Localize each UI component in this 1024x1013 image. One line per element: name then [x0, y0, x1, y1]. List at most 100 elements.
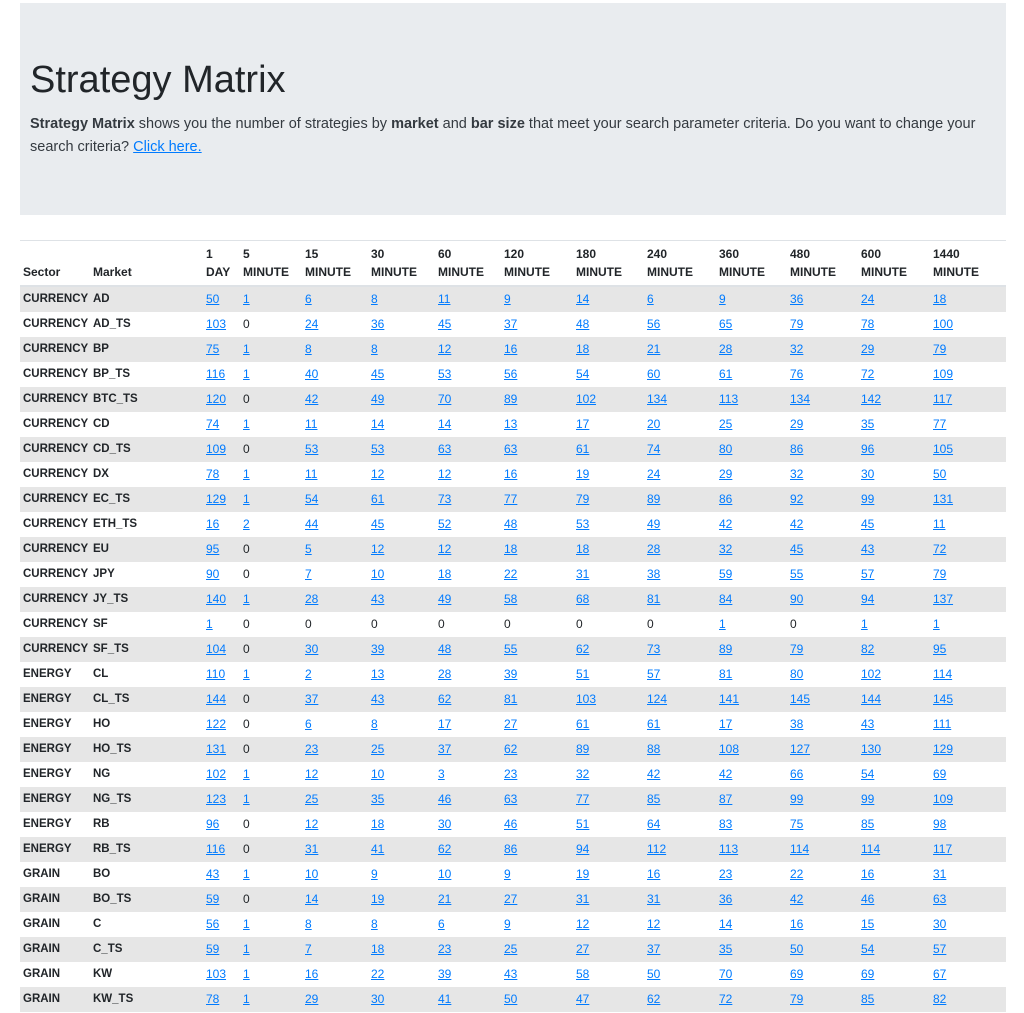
count-link[interactable]: 20 — [647, 417, 661, 431]
count-link[interactable]: 72 — [933, 542, 947, 556]
count-link[interactable]: 1 — [243, 367, 250, 381]
count-link[interactable]: 16 — [861, 867, 875, 881]
count-link[interactable]: 28 — [438, 667, 452, 681]
count-link[interactable]: 73 — [647, 642, 661, 656]
count-link[interactable]: 12 — [305, 817, 319, 831]
count-link[interactable]: 23 — [438, 942, 452, 956]
count-link[interactable]: 61 — [647, 717, 661, 731]
count-link[interactable]: 14 — [719, 917, 733, 931]
count-link[interactable]: 83 — [719, 817, 733, 831]
count-link[interactable]: 90 — [790, 592, 804, 606]
count-link[interactable]: 9 — [504, 917, 511, 931]
count-link[interactable]: 9 — [504, 867, 511, 881]
count-link[interactable]: 16 — [305, 967, 319, 981]
count-link[interactable]: 61 — [371, 492, 385, 506]
count-link[interactable]: 22 — [371, 967, 385, 981]
count-link[interactable]: 134 — [647, 392, 668, 406]
count-link[interactable]: 58 — [576, 967, 590, 981]
count-link[interactable]: 8 — [305, 342, 312, 356]
count-link[interactable]: 52 — [438, 517, 452, 531]
count-link[interactable]: 1 — [861, 617, 868, 631]
count-link[interactable]: 95 — [933, 642, 947, 656]
count-link[interactable]: 116 — [206, 842, 226, 856]
count-link[interactable]: 29 — [861, 342, 875, 356]
count-link[interactable]: 74 — [206, 417, 220, 431]
count-link[interactable]: 114 — [861, 842, 881, 856]
count-link[interactable]: 49 — [371, 392, 385, 406]
count-link[interactable]: 42 — [647, 767, 661, 781]
count-link[interactable]: 63 — [504, 442, 518, 456]
count-link[interactable]: 79 — [576, 492, 590, 506]
count-link[interactable]: 30 — [438, 817, 452, 831]
count-link[interactable]: 104 — [206, 642, 227, 656]
count-link[interactable]: 144 — [206, 692, 227, 706]
count-link[interactable]: 79 — [933, 567, 947, 581]
count-link[interactable]: 10 — [371, 767, 385, 781]
count-link[interactable]: 123 — [206, 792, 227, 806]
count-link[interactable]: 27 — [504, 717, 518, 731]
count-link[interactable]: 39 — [438, 967, 452, 981]
count-link[interactable]: 2 — [305, 667, 312, 681]
count-link[interactable]: 12 — [576, 917, 590, 931]
count-link[interactable]: 42 — [305, 392, 319, 406]
count-link[interactable]: 5 — [305, 542, 312, 556]
count-link[interactable]: 6 — [647, 292, 654, 306]
count-link[interactable]: 3 — [438, 767, 445, 781]
count-link[interactable]: 89 — [647, 492, 661, 506]
count-link[interactable]: 78 — [206, 992, 220, 1006]
count-link[interactable]: 73 — [438, 492, 452, 506]
count-link[interactable]: 23 — [305, 742, 319, 756]
count-link[interactable]: 28 — [719, 342, 733, 356]
count-link[interactable]: 53 — [371, 442, 385, 456]
count-link[interactable]: 18 — [371, 942, 385, 956]
count-link[interactable]: 59 — [206, 942, 220, 956]
count-link[interactable]: 17 — [719, 717, 733, 731]
count-link[interactable]: 1 — [243, 292, 250, 306]
count-link[interactable]: 19 — [576, 467, 590, 481]
count-link[interactable]: 27 — [504, 892, 518, 906]
count-link[interactable]: 79 — [790, 642, 804, 656]
count-link[interactable]: 48 — [576, 317, 590, 331]
count-link[interactable]: 31 — [933, 867, 947, 881]
count-link[interactable]: 36 — [790, 292, 804, 306]
count-link[interactable]: 1 — [243, 867, 250, 881]
count-link[interactable]: 38 — [647, 567, 661, 581]
count-link[interactable]: 8 — [371, 917, 378, 931]
count-link[interactable]: 54 — [576, 367, 590, 381]
count-link[interactable]: 51 — [576, 817, 590, 831]
count-link[interactable]: 43 — [504, 967, 518, 981]
count-link[interactable]: 90 — [206, 567, 220, 581]
count-link[interactable]: 76 — [790, 367, 804, 381]
count-link[interactable]: 1 — [719, 617, 726, 631]
count-link[interactable]: 35 — [861, 417, 875, 431]
count-link[interactable]: 40 — [305, 367, 319, 381]
count-link[interactable]: 32 — [576, 767, 590, 781]
count-link[interactable]: 31 — [305, 842, 319, 856]
count-link[interactable]: 89 — [719, 642, 733, 656]
count-link[interactable]: 75 — [790, 817, 804, 831]
count-link[interactable]: 23 — [504, 767, 518, 781]
count-link[interactable]: 9 — [719, 292, 726, 306]
count-link[interactable]: 30 — [861, 467, 875, 481]
count-link[interactable]: 48 — [504, 517, 518, 531]
count-link[interactable]: 55 — [790, 567, 804, 581]
count-link[interactable]: 113 — [719, 392, 739, 406]
count-link[interactable]: 109 — [933, 792, 954, 806]
count-link[interactable]: 21 — [438, 892, 452, 906]
count-link[interactable]: 35 — [719, 942, 733, 956]
count-link[interactable]: 102 — [576, 392, 597, 406]
count-link[interactable]: 110 — [206, 667, 226, 681]
count-link[interactable]: 61 — [719, 367, 733, 381]
count-link[interactable]: 89 — [504, 392, 518, 406]
count-link[interactable]: 61 — [576, 442, 590, 456]
count-link[interactable]: 38 — [790, 717, 804, 731]
count-link[interactable]: 108 — [719, 742, 740, 756]
count-link[interactable]: 54 — [861, 767, 875, 781]
count-link[interactable]: 45 — [438, 317, 452, 331]
count-link[interactable]: 1 — [243, 342, 250, 356]
count-link[interactable]: 17 — [576, 417, 590, 431]
count-link[interactable]: 69 — [861, 967, 875, 981]
count-link[interactable]: 1 — [933, 617, 940, 631]
count-link[interactable]: 103 — [206, 967, 227, 981]
count-link[interactable]: 94 — [576, 842, 590, 856]
